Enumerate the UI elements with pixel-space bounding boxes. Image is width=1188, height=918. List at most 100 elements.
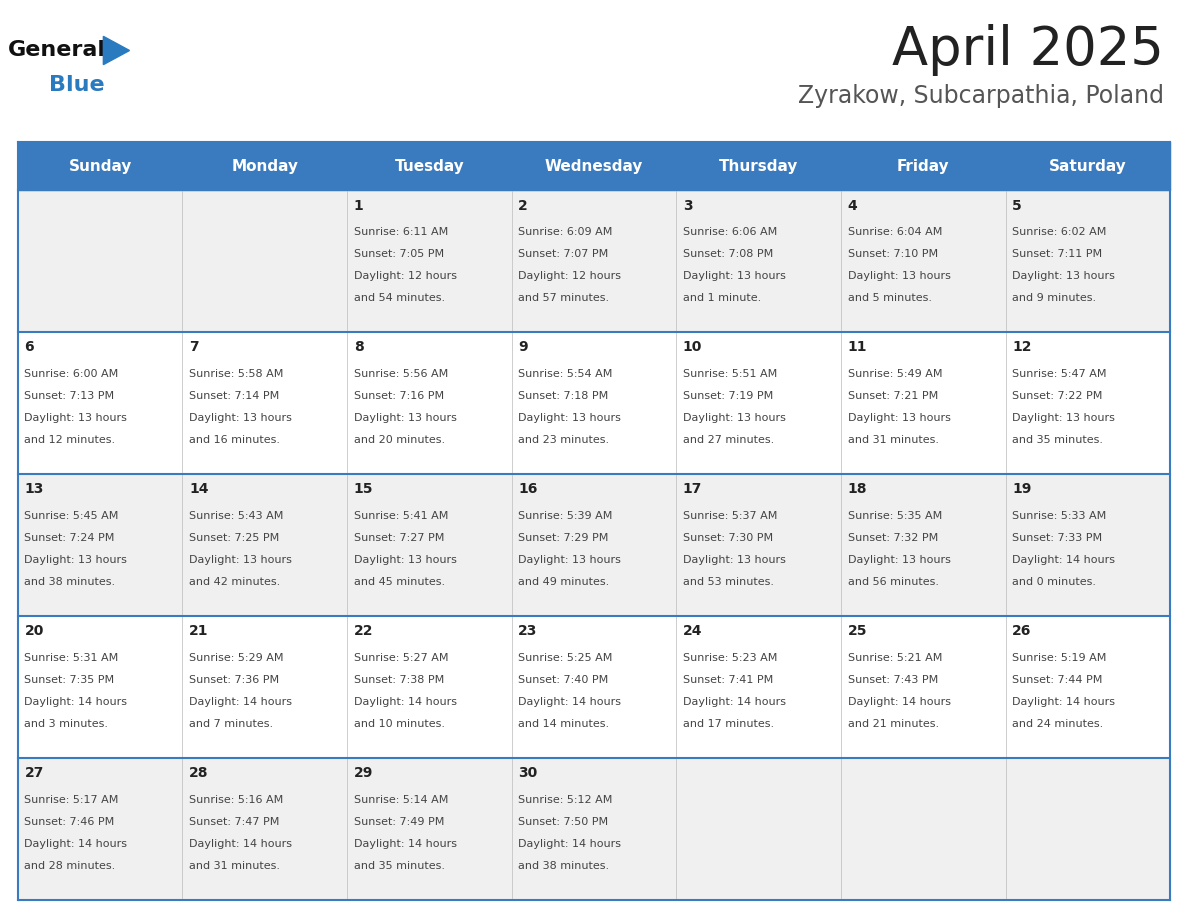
Text: Sunrise: 5:41 AM: Sunrise: 5:41 AM — [354, 510, 448, 521]
Text: Sunrise: 5:29 AM: Sunrise: 5:29 AM — [189, 653, 284, 663]
Text: Sunset: 7:08 PM: Sunset: 7:08 PM — [683, 249, 773, 259]
Text: Daylight: 13 hours: Daylight: 13 hours — [847, 271, 950, 281]
Text: 28: 28 — [189, 767, 209, 780]
Text: Sunrise: 5:16 AM: Sunrise: 5:16 AM — [189, 795, 283, 804]
Text: Sunrise: 6:04 AM: Sunrise: 6:04 AM — [847, 227, 942, 237]
Text: Daylight: 14 hours: Daylight: 14 hours — [1012, 554, 1116, 565]
Text: Daylight: 14 hours: Daylight: 14 hours — [1012, 697, 1116, 707]
Text: Daylight: 14 hours: Daylight: 14 hours — [189, 839, 292, 848]
Text: Sunrise: 6:11 AM: Sunrise: 6:11 AM — [354, 227, 448, 237]
Text: and 17 minutes.: and 17 minutes. — [683, 719, 775, 729]
Text: Sunset: 7:29 PM: Sunset: 7:29 PM — [518, 532, 608, 543]
Text: and 12 minutes.: and 12 minutes. — [25, 435, 115, 445]
Text: Sunrise: 5:45 AM: Sunrise: 5:45 AM — [25, 510, 119, 521]
Text: General: General — [8, 40, 106, 61]
Text: Daylight: 13 hours: Daylight: 13 hours — [189, 413, 292, 423]
Text: Sunset: 7:44 PM: Sunset: 7:44 PM — [1012, 675, 1102, 685]
Text: Daylight: 14 hours: Daylight: 14 hours — [354, 839, 456, 848]
Text: 15: 15 — [354, 482, 373, 497]
Text: 4: 4 — [847, 198, 858, 213]
Text: Thursday: Thursday — [719, 159, 798, 174]
Text: Sunset: 7:30 PM: Sunset: 7:30 PM — [683, 532, 773, 543]
Text: Sunrise: 5:33 AM: Sunrise: 5:33 AM — [1012, 510, 1106, 521]
Text: Wednesday: Wednesday — [545, 159, 643, 174]
Bar — [18, 474, 1170, 616]
Text: and 57 minutes.: and 57 minutes. — [518, 293, 609, 303]
Text: Daylight: 13 hours: Daylight: 13 hours — [683, 413, 785, 423]
Text: 19: 19 — [1012, 482, 1031, 497]
Text: 14: 14 — [189, 482, 209, 497]
Text: Sunset: 7:10 PM: Sunset: 7:10 PM — [847, 249, 937, 259]
Text: Daylight: 13 hours: Daylight: 13 hours — [354, 554, 456, 565]
Bar — [18, 616, 1170, 757]
Text: 13: 13 — [25, 482, 44, 497]
Text: Sunrise: 5:14 AM: Sunrise: 5:14 AM — [354, 795, 448, 804]
Text: and 45 minutes.: and 45 minutes. — [354, 577, 444, 587]
Text: Sunrise: 5:25 AM: Sunrise: 5:25 AM — [518, 653, 613, 663]
Text: Sunset: 7:14 PM: Sunset: 7:14 PM — [189, 391, 279, 401]
Text: and 54 minutes.: and 54 minutes. — [354, 293, 444, 303]
Text: and 28 minutes.: and 28 minutes. — [25, 860, 115, 870]
Text: and 5 minutes.: and 5 minutes. — [847, 293, 931, 303]
Text: Sunrise: 5:37 AM: Sunrise: 5:37 AM — [683, 510, 777, 521]
Text: Sunrise: 5:56 AM: Sunrise: 5:56 AM — [354, 369, 448, 379]
Text: Sunrise: 5:27 AM: Sunrise: 5:27 AM — [354, 653, 448, 663]
Text: Sunset: 7:27 PM: Sunset: 7:27 PM — [354, 532, 444, 543]
Text: 12: 12 — [1012, 341, 1031, 354]
Text: Sunrise: 5:17 AM: Sunrise: 5:17 AM — [25, 795, 119, 804]
Text: Sunrise: 5:12 AM: Sunrise: 5:12 AM — [518, 795, 613, 804]
Text: Sunset: 7:22 PM: Sunset: 7:22 PM — [1012, 391, 1102, 401]
Text: Monday: Monday — [232, 159, 298, 174]
Text: Sunrise: 5:31 AM: Sunrise: 5:31 AM — [25, 653, 119, 663]
Text: Daylight: 13 hours: Daylight: 13 hours — [847, 554, 950, 565]
Text: 5: 5 — [1012, 198, 1022, 213]
Text: Daylight: 13 hours: Daylight: 13 hours — [518, 554, 621, 565]
Text: Sunset: 7:13 PM: Sunset: 7:13 PM — [25, 391, 114, 401]
Text: Sunrise: 6:00 AM: Sunrise: 6:00 AM — [25, 369, 119, 379]
Text: Sunrise: 5:23 AM: Sunrise: 5:23 AM — [683, 653, 777, 663]
Text: Sunrise: 5:21 AM: Sunrise: 5:21 AM — [847, 653, 942, 663]
Text: Sunset: 7:19 PM: Sunset: 7:19 PM — [683, 391, 773, 401]
Text: Sunrise: 6:02 AM: Sunrise: 6:02 AM — [1012, 227, 1106, 237]
Text: Sunday: Sunday — [69, 159, 132, 174]
Text: 7: 7 — [189, 341, 198, 354]
Text: and 35 minutes.: and 35 minutes. — [354, 860, 444, 870]
Text: 6: 6 — [25, 341, 34, 354]
Text: Sunrise: 5:49 AM: Sunrise: 5:49 AM — [847, 369, 942, 379]
Text: Daylight: 13 hours: Daylight: 13 hours — [25, 413, 127, 423]
Text: and 0 minutes.: and 0 minutes. — [1012, 577, 1097, 587]
Text: Sunrise: 5:47 AM: Sunrise: 5:47 AM — [1012, 369, 1107, 379]
Text: 20: 20 — [25, 624, 44, 638]
Bar — [18, 757, 1170, 900]
Text: and 21 minutes.: and 21 minutes. — [847, 719, 939, 729]
Text: 29: 29 — [354, 767, 373, 780]
Text: Sunset: 7:11 PM: Sunset: 7:11 PM — [1012, 249, 1102, 259]
Text: Sunrise: 5:43 AM: Sunrise: 5:43 AM — [189, 510, 284, 521]
Text: Blue: Blue — [50, 75, 105, 95]
Text: 8: 8 — [354, 341, 364, 354]
Text: Daylight: 14 hours: Daylight: 14 hours — [189, 697, 292, 707]
Text: Sunset: 7:47 PM: Sunset: 7:47 PM — [189, 817, 279, 826]
Text: Daylight: 13 hours: Daylight: 13 hours — [1012, 413, 1116, 423]
Text: Friday: Friday — [897, 159, 949, 174]
Text: Daylight: 13 hours: Daylight: 13 hours — [1012, 271, 1116, 281]
Text: and 20 minutes.: and 20 minutes. — [354, 435, 444, 445]
Text: Sunset: 7:35 PM: Sunset: 7:35 PM — [25, 675, 114, 685]
Text: 11: 11 — [847, 341, 867, 354]
Text: 1: 1 — [354, 198, 364, 213]
Text: Daylight: 14 hours: Daylight: 14 hours — [518, 697, 621, 707]
Text: Sunrise: 5:54 AM: Sunrise: 5:54 AM — [518, 369, 613, 379]
Text: Sunset: 7:21 PM: Sunset: 7:21 PM — [847, 391, 937, 401]
Text: and 1 minute.: and 1 minute. — [683, 293, 762, 303]
Text: Sunset: 7:50 PM: Sunset: 7:50 PM — [518, 817, 608, 826]
Text: Daylight: 14 hours: Daylight: 14 hours — [354, 697, 456, 707]
Text: Sunset: 7:05 PM: Sunset: 7:05 PM — [354, 249, 444, 259]
Text: and 23 minutes.: and 23 minutes. — [518, 435, 609, 445]
Text: Daylight: 14 hours: Daylight: 14 hours — [518, 839, 621, 848]
Text: Sunset: 7:41 PM: Sunset: 7:41 PM — [683, 675, 773, 685]
Text: Daylight: 13 hours: Daylight: 13 hours — [683, 271, 785, 281]
Text: Sunset: 7:36 PM: Sunset: 7:36 PM — [189, 675, 279, 685]
Text: and 3 minutes.: and 3 minutes. — [25, 719, 108, 729]
Text: 3: 3 — [683, 198, 693, 213]
Text: Sunrise: 5:58 AM: Sunrise: 5:58 AM — [189, 369, 284, 379]
